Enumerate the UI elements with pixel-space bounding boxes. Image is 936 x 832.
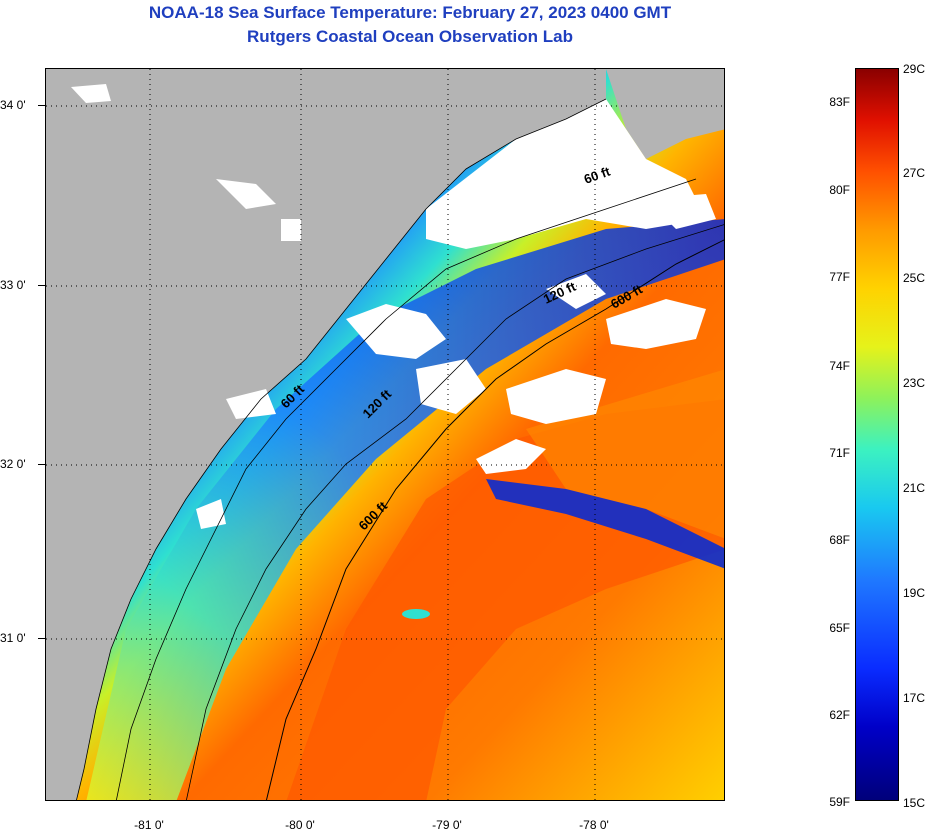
small-eddy [402,609,430,619]
lon-label: -80 0' [285,818,315,832]
lon-label: -79 0' [432,818,462,832]
lat-tick [38,285,45,286]
cloud-2 [416,359,486,414]
coastline [76,98,607,800]
cloud-6 [476,439,546,474]
isobath-120ft [186,224,724,800]
cloud-bay [426,99,706,249]
lat-tick [38,638,45,639]
land-ne [606,69,724,159]
colorbar-c-label: 19C [903,586,926,600]
colorbar-c-label: 17C [903,691,926,705]
lat-label: 32 0' [0,457,26,471]
cloud-12 [196,499,226,529]
cloud-3 [506,369,606,424]
sst-map-image: 60 ft 120 ft 600 ft 60 ft 120 ft 600 ft [46,69,724,800]
isobath-60ft [116,178,697,800]
temperature-colorbar [855,68,899,801]
lat-tick [38,464,45,465]
cold-filament [486,479,724,569]
map-subtitle: Rutgers Coastal Ocean Observation Lab [247,27,573,46]
colorbar-f-label: 59F [829,795,850,809]
colorbar-f-label: 65F [829,621,850,635]
colorbar-c-label: 25C [903,271,926,285]
colorbar-f-label: 83F [829,95,850,109]
colorbar-c-label: 23C [903,376,926,390]
colorbar-f-label: 71F [829,446,850,460]
lon-label: -78 0' [579,818,609,832]
cloud-7 [646,194,716,229]
colorbar-c-label: 27C [903,166,926,180]
warm-offshore [526,369,724,539]
colorbar-f-label: 74F [829,359,850,373]
cloud-5 [546,274,606,309]
colorbar-f-label: 80F [829,183,850,197]
cloud-8 [216,179,276,209]
colorbar-c-label: 29C [903,62,926,76]
lat-tick [38,105,45,106]
cloud-4 [606,299,706,349]
lat-label: 34 0' [0,98,26,112]
graticule [46,69,724,800]
colorbar-f-label: 68F [829,533,850,547]
cloud-9 [281,219,301,241]
map-title: NOAA-18 Sea Surface Temperature: Februar… [148,3,672,22]
lat-label: 33 0' [0,278,26,292]
cloud-10 [71,84,111,103]
isobath-600ft [265,239,724,800]
colorbar-c-label: 21C [903,481,926,495]
colorbar-f-label: 62F [829,708,850,722]
colorbar-c-label: 15C [903,796,926,810]
cloud-1 [346,304,446,359]
colorbar-f-label: 77F [829,270,850,284]
sst-map: 60 ft 120 ft 600 ft 60 ft 120 ft 600 ft [45,68,725,801]
land [46,69,606,800]
lon-label: -81 0' [134,818,164,832]
lat-label: 31 0' [0,631,26,645]
